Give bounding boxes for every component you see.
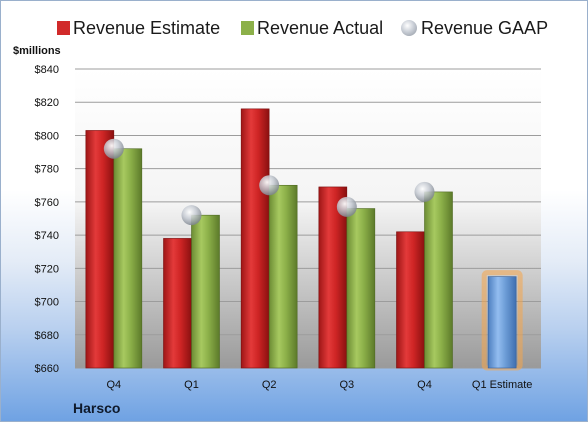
marker-revenue-gaap [259, 175, 280, 196]
y-tick-label: $720 [35, 263, 59, 275]
marker-revenue-gaap [336, 196, 357, 217]
x-tick-label: Q2 [262, 379, 277, 391]
x-tick-label: Q4 [417, 379, 432, 391]
bar-revenue-actual [424, 191, 453, 369]
bar-revenue-estimate [163, 238, 192, 369]
bar-revenue-actual [191, 214, 220, 369]
y-tick-label: $840 [35, 64, 59, 76]
company-name: Harsco [73, 400, 121, 416]
gaap-markers-group [103, 138, 435, 226]
marker-revenue-gaap [414, 181, 435, 202]
bars-group [85, 108, 523, 371]
x-tick-label: Q1 [184, 379, 199, 391]
y-tick-label: $780 [35, 164, 59, 176]
x-axis: Q4 Q1 Q2 Q3 Q4 Q1 Estimate [106, 379, 532, 391]
y-tick-label: $740 [35, 230, 59, 242]
y-tick-label: $800 [35, 130, 59, 142]
bar-revenue-estimate [318, 186, 348, 369]
y-tick-label: $820 [35, 97, 59, 109]
y-tick-label: $680 [35, 330, 59, 342]
bar-revenue-estimate [240, 108, 270, 369]
legend-swatch-gaap [401, 20, 417, 36]
y-tick-label: $700 [35, 297, 59, 309]
bar-revenue-estimate [396, 231, 425, 369]
y-axis: $660 $680 $700 $720 $740 $760 $780 $800 $820 $840 [35, 64, 59, 375]
legend: Revenue Estimate Revenue Actual Revenue … [1, 1, 588, 51]
legend-label-actual: Revenue Actual [257, 18, 384, 38]
x-tick-label: Q3 [339, 379, 354, 391]
bar-revenue-actual [113, 148, 143, 369]
y-tick-label: $660 [35, 363, 59, 375]
y-axis-unit-label: $millions [13, 45, 61, 57]
grid-lines [75, 68, 541, 369]
x-tick-label: Q1 Estimate [472, 379, 533, 391]
legend-swatch-estimate [57, 21, 70, 35]
bar-q1-estimate [487, 276, 517, 369]
marker-revenue-gaap [103, 138, 124, 159]
marker-revenue-gaap [181, 205, 202, 226]
legend-label-gaap: Revenue GAAP [421, 18, 549, 38]
bar-revenue-actual [346, 208, 376, 369]
x-tick-label: Q4 [106, 379, 121, 391]
y-tick-label: $760 [35, 197, 59, 209]
bar-revenue-actual [268, 184, 298, 369]
legend-label-estimate: Revenue Estimate [73, 18, 221, 38]
bar-revenue-estimate [85, 130, 115, 369]
plot-area [75, 69, 541, 368]
legend-swatch-actual [241, 21, 254, 35]
